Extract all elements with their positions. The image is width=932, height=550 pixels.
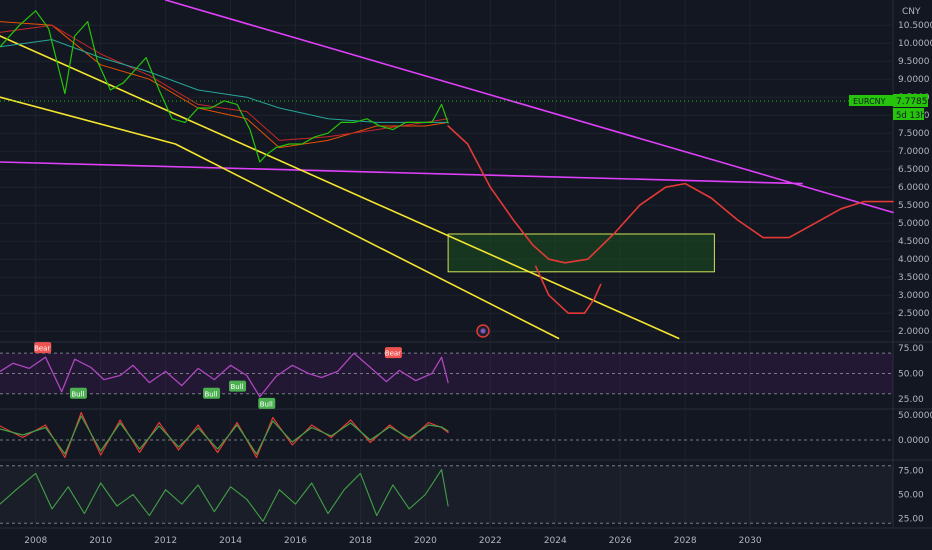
symbol-tag-bg [849,95,893,106]
x-tick-label: 2014 [219,536,242,546]
rsi-tick-label: 25.00 [898,395,924,405]
target-box [447,233,715,273]
signal-badge [258,397,276,409]
osc-line [0,415,449,455]
signal-badge-label: Bear [34,345,50,353]
stoch-tick-label: 75.00 [898,467,924,477]
trendline [0,161,803,185]
signal-badge [203,387,221,399]
price-tick-label: 7.5000 [898,129,930,139]
rsi-tick-label: 50.00 [898,369,924,379]
price-tick-label: 4.5000 [898,237,930,247]
stoch-tick-label: 50.00 [898,491,924,501]
osc-tick-label: 50.0000 [898,411,932,421]
time-axis-ticks: 2008 2010 2012 2014 2016 2018 2020 2022 2024 2026… [24,536,762,546]
x-tick-label: 2030 [739,536,762,546]
signal-badge [229,380,247,392]
price-tick-label: 4.0000 [898,255,930,265]
osc-line [0,411,449,459]
signal-badge-label: Bull [260,400,273,408]
moving-average-line [0,39,449,123]
osc-tick-label: 0.0000 [898,436,930,446]
x-tick-label: 2028 [674,536,697,546]
price-tag: 7.7785 [896,97,928,107]
x-tick-label: 2024 [544,536,567,546]
stoch-tick-label: 25.00 [898,514,924,524]
signal-badge-label: Bull [71,390,84,398]
countdown-tag-bg [893,108,924,120]
x-tick-label: 2018 [349,536,372,546]
price-tick-label: 6.5000 [898,165,930,175]
trendline [0,35,680,340]
rsi-line [0,352,449,398]
price-tick-label: 6.0000 [898,183,930,193]
price-tick-label: 2.5000 [898,309,930,319]
x-tick-label: 2020 [414,536,437,546]
trendline [164,0,894,214]
price-tick-label: 10.0000 [898,39,932,49]
stoch-line [0,469,449,522]
signal-badge-label: Bear [385,350,401,358]
signal-badges: Bear Bull Bull Bull Bull Bear [34,342,402,409]
price-line [0,10,449,163]
signal-badge [69,387,87,399]
x-tick-label: 2012 [154,536,177,546]
price-tick-label: 9.5000 [898,57,930,67]
trendline [0,96,560,340]
currency-label: CNY [902,7,921,17]
price-tick-label: 3.5000 [898,273,930,283]
series-lines [0,0,894,522]
price-tick-label: 9.0000 [898,75,930,85]
x-tick-label: 2016 [284,536,307,546]
symbol-tag: EURCNY [853,97,886,106]
moving-average-line [0,24,449,141]
x-tick-label: 2022 [479,536,502,546]
target-zone [447,233,715,273]
price-tick-label: 7.0000 [898,147,930,157]
price-tick-label: 10.5000 [898,21,932,31]
price-tick-label: 2.0000 [898,327,930,337]
projection-line [447,125,894,264]
projection-branch-line [534,265,602,315]
rsi-tick-label: 75.00 [898,344,924,354]
price-tick-label: 5.5000 [898,201,930,211]
price-tag-bg [893,94,928,107]
x-tick-label: 2008 [24,536,47,546]
signal-badge-label: Bull [205,390,218,398]
x-tick-label: 2010 [89,536,112,546]
signal-badge-label: Bull [230,383,243,391]
price-tick-label: 5.0000 [898,219,930,229]
signal-badge [384,347,402,359]
alert-icon-dot [480,328,486,334]
x-tick-label: 2026 [609,536,632,546]
signal-badge [34,342,52,354]
price-tick-label: 3.0000 [898,291,930,301]
countdown-tag: 5d 13h [896,111,926,121]
panel-separators [0,0,932,529]
